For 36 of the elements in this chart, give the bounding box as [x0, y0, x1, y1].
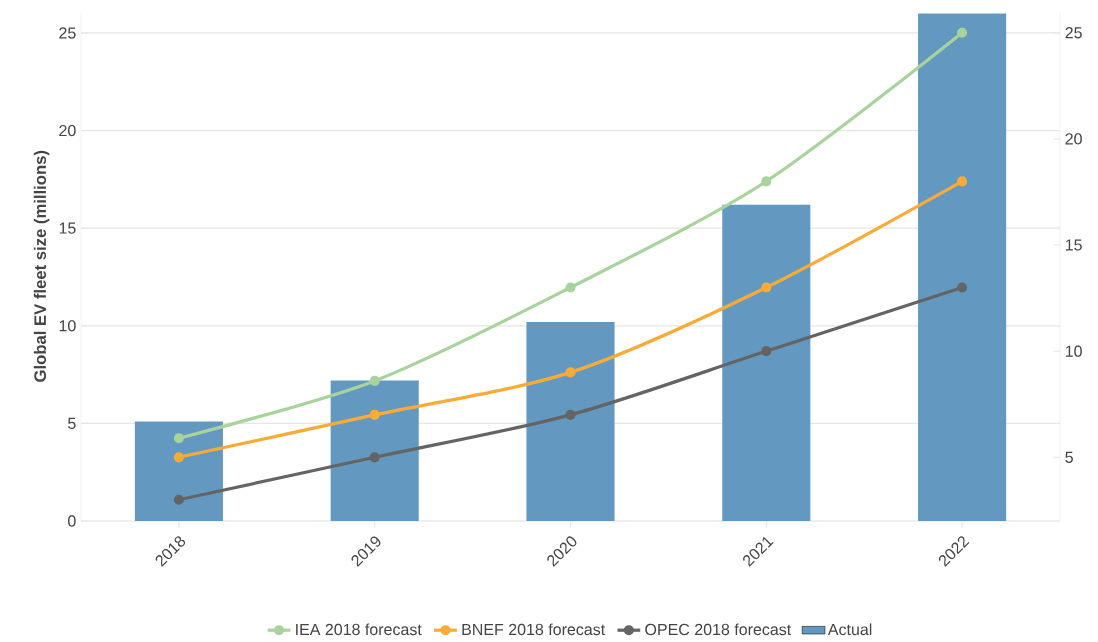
y2-tick-label: 10 — [1065, 345, 1082, 357]
y2-tick-label: 25 — [1065, 26, 1082, 39]
y-tick-label: 10 — [59, 319, 76, 332]
bar — [526, 321, 615, 521]
point — [957, 282, 968, 293]
point — [369, 452, 380, 463]
y2-tick-label: 5 — [1065, 451, 1073, 463]
y-axis-title: Global EV fleet size (millions) — [33, 150, 50, 382]
y-tick-label: 5 — [68, 417, 76, 429]
bar — [918, 13, 1007, 521]
legend-label: IEA 2018 forecast — [296, 623, 422, 635]
y-tick-label: 20 — [59, 124, 76, 137]
bar — [134, 421, 223, 521]
point — [369, 409, 380, 420]
y-tick-label: 15 — [59, 222, 76, 234]
point — [957, 176, 968, 187]
point — [565, 282, 576, 293]
legend-label: Actual — [827, 623, 872, 635]
bar — [722, 204, 811, 521]
legend-label: OPEC 2018 forecast — [645, 623, 792, 635]
point — [173, 494, 184, 505]
point — [369, 375, 380, 386]
point — [565, 409, 576, 420]
legend-label: BNEF 2018 forecast — [462, 623, 606, 635]
y2-tick-label: 20 — [1065, 133, 1082, 145]
bar — [330, 380, 419, 521]
y-tick-label: 0 — [68, 515, 76, 527]
point — [761, 345, 772, 357]
y-tick-label: 25 — [59, 27, 76, 39]
point — [565, 367, 576, 378]
point — [173, 432, 184, 444]
point — [173, 452, 184, 463]
y2-tick-label: 15 — [1065, 239, 1082, 251]
point — [761, 176, 772, 187]
point — [761, 282, 772, 293]
point — [957, 27, 968, 38]
